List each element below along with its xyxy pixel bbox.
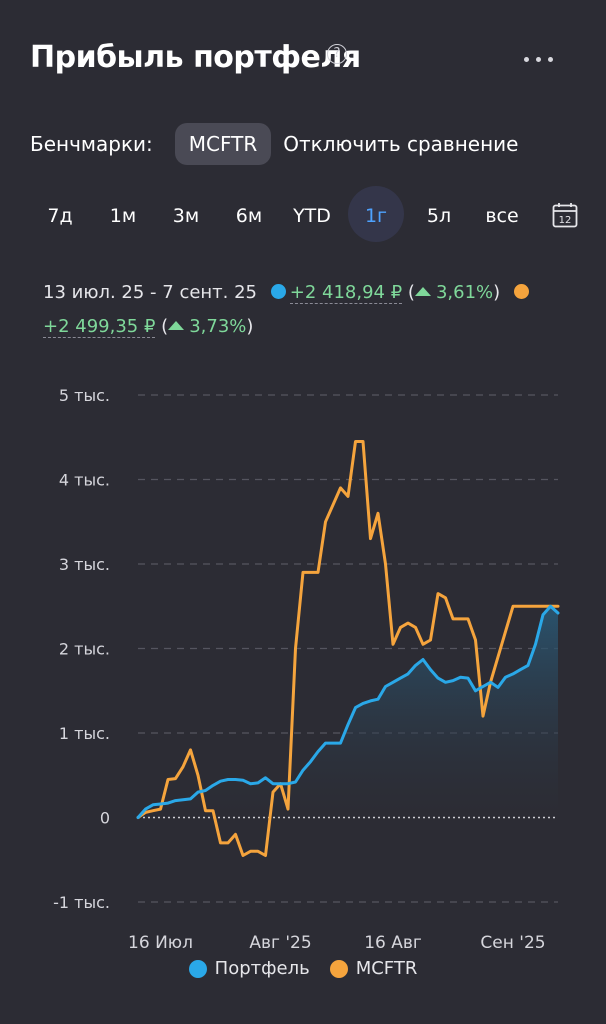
- portfolio-gain[interactable]: +2 418,94 ₽: [289, 282, 403, 304]
- period-1y[interactable]: 1г: [364, 205, 388, 227]
- portfolio-dot-icon: [270, 284, 286, 299]
- legend-benchmark-dot-icon: [329, 959, 348, 978]
- y-tick-label: 3 тыс.: [59, 555, 110, 574]
- portfolio-line: [136, 604, 560, 819]
- more-options-icon[interactable]: [522, 52, 556, 66]
- x-tick-label: 16 Июл: [128, 933, 193, 953]
- date-range: 13 июл. 25 - 7 сент. 25: [43, 282, 258, 303]
- period-5y[interactable]: 5л: [426, 205, 452, 227]
- legend-benchmark[interactable]: MCFTR: [329, 958, 418, 979]
- legend-portfolio-label: Портфель: [214, 958, 310, 979]
- close-paren: ): [246, 316, 254, 337]
- portfolio-area: [138, 606, 558, 818]
- period-ytd[interactable]: YTD: [293, 205, 331, 227]
- chart-legend: Портфель MCFTR: [0, 958, 606, 979]
- x-tick-label: 16 Авг: [364, 933, 422, 953]
- y-tick-label: 4 тыс.: [59, 471, 110, 490]
- benchmark-chip[interactable]: MCFTR: [174, 123, 272, 165]
- disable-comparison-button[interactable]: Отключить сравнение: [283, 132, 519, 156]
- period-7d[interactable]: 7д: [47, 205, 73, 227]
- active-period-highlight: [348, 186, 404, 242]
- x-tick-label: Авг '25: [249, 933, 311, 953]
- benchmark-label: Бенчмарки:: [30, 132, 153, 156]
- up-triangle-icon: [414, 287, 431, 296]
- y-tick-label: 5 тыс.: [59, 386, 110, 405]
- open-paren: (: [407, 282, 415, 303]
- benchmark-gain[interactable]: +2 499,35 ₽: [43, 316, 156, 338]
- benchmark-pct: 3,73%: [189, 316, 247, 337]
- y-tick-label: -1 тыс.: [53, 893, 110, 912]
- benchmark-row: Бенчмарки: MCFTR Отключить сравнение: [30, 122, 518, 166]
- y-tick-label: 1 тыс.: [59, 724, 110, 743]
- legend-portfolio[interactable]: Портфель: [188, 958, 310, 979]
- period-all[interactable]: все: [485, 205, 519, 227]
- benchmark-line: [136, 440, 560, 857]
- y-tick-label: 2 тыс.: [59, 640, 110, 659]
- open-paren: (: [161, 316, 169, 337]
- legend-benchmark-label: MCFTR: [355, 958, 418, 979]
- close-paren: ): [493, 282, 501, 303]
- x-tick-label: Сен '25: [480, 933, 545, 953]
- page-title: Прибыль портфеля: [30, 40, 361, 75]
- period-selector: 7д 1м 3м 6м YTD 1г 5л все: [0, 190, 606, 242]
- calendar-day: 12: [559, 215, 572, 226]
- portfolio-pct: 3,61%: [435, 282, 494, 303]
- calendar-icon[interactable]: 12: [552, 202, 578, 228]
- summary: 13 июл. 25 - 7 сент. 25 +2 418,94 ₽ (3,6…: [43, 276, 583, 344]
- y-tick-label: 0: [100, 809, 110, 828]
- benchmark-dot-icon: [513, 284, 529, 299]
- period-3m[interactable]: 3м: [172, 205, 200, 227]
- up-triangle-icon: [168, 321, 185, 330]
- profit-chart[interactable]: 5 тыс. 4 тыс. 3 тыс. 2 тыс. 1 тыс. 0 -1 тыс. 1…: [0, 370, 606, 955]
- help-icon[interactable]: ?: [327, 44, 347, 64]
- period-6m[interactable]: 6м: [235, 205, 263, 227]
- legend-portfolio-dot-icon: [188, 959, 207, 978]
- period-1m[interactable]: 1м: [109, 205, 137, 227]
